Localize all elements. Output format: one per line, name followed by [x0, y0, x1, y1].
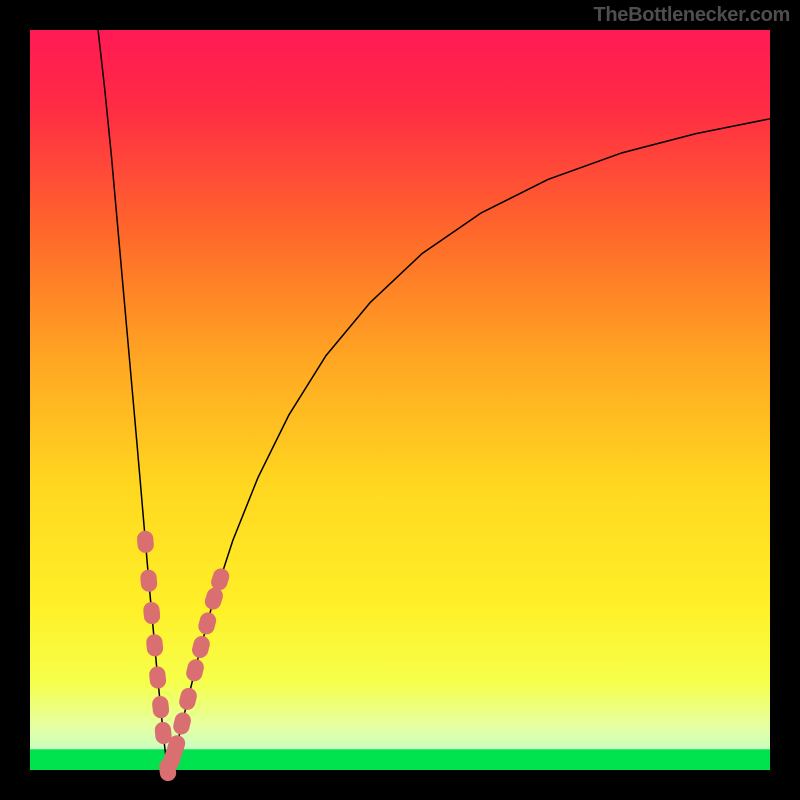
chart-stage: TheBottlenecker.com: [0, 0, 800, 800]
chart-svg: [0, 0, 800, 800]
watermark-text: TheBottlenecker.com: [593, 4, 790, 27]
plot-background: [30, 30, 770, 770]
green-band: [30, 749, 770, 770]
